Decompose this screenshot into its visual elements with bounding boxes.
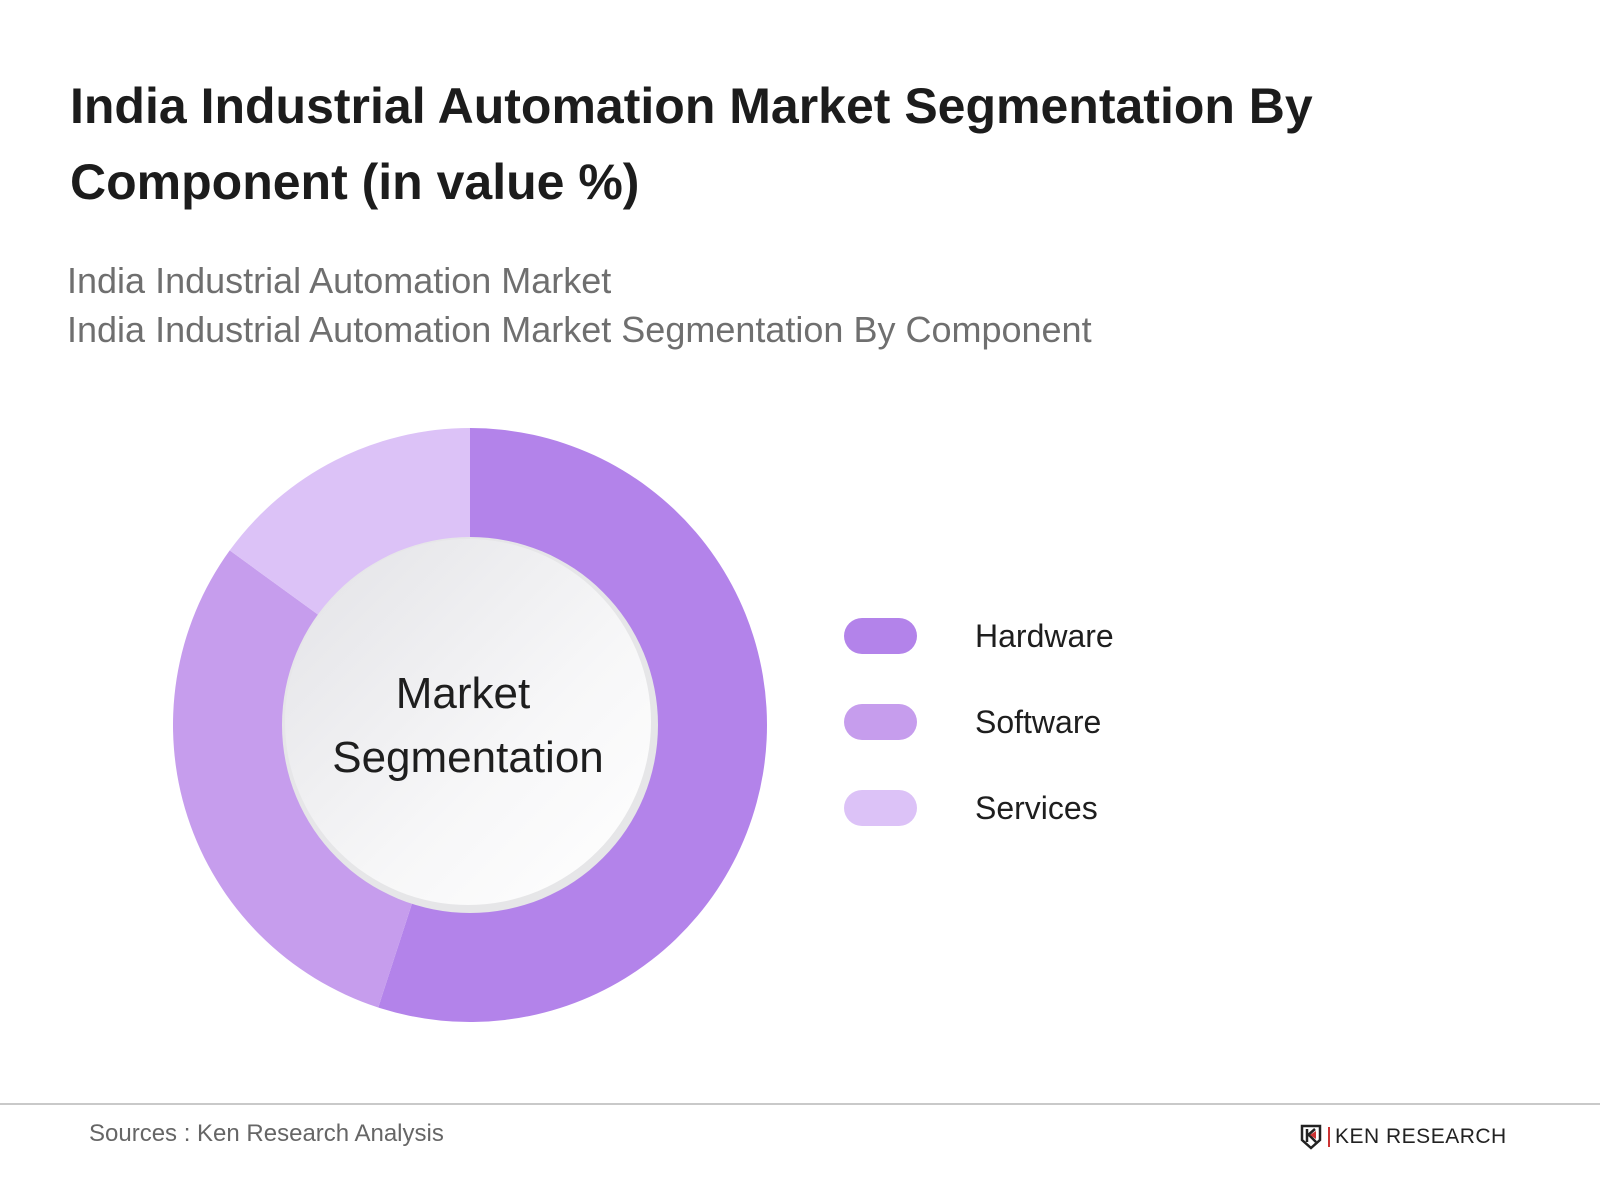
legend-item-services: Services <box>844 790 1114 826</box>
legend-swatch <box>844 618 917 654</box>
legend-swatch <box>844 704 917 740</box>
logo-text: KEN RESEARCH <box>1328 1126 1507 1147</box>
legend-item-hardware: Hardware <box>844 618 1114 654</box>
logo-shield-icon <box>1300 1124 1322 1150</box>
chart-subtitle: India Industrial Automation Market India… <box>67 256 1092 354</box>
ken-research-logo: KEN RESEARCH <box>1300 1124 1507 1150</box>
legend-label: Software <box>975 703 1102 740</box>
sources-note: Sources : Ken Research Analysis <box>89 1120 444 1147</box>
slice-hardware <box>378 428 767 1022</box>
subtitle-line-2: India Industrial Automation Market Segme… <box>67 309 1092 350</box>
center-label-line-1: Market <box>396 669 530 718</box>
center-disc <box>285 539 651 905</box>
legend-label: Hardware <box>975 617 1114 654</box>
legend: Hardware Software Services <box>844 618 1114 876</box>
subtitle-line-1: India Industrial Automation Market <box>67 260 612 301</box>
center-label-line-2: Segmentation <box>332 733 604 782</box>
legend-swatch <box>844 790 917 826</box>
chart-title: India Industrial Automation Market Segme… <box>70 78 1313 210</box>
footer-divider <box>0 1103 1600 1105</box>
legend-item-software: Software <box>844 704 1114 740</box>
legend-label: Services <box>975 789 1098 826</box>
